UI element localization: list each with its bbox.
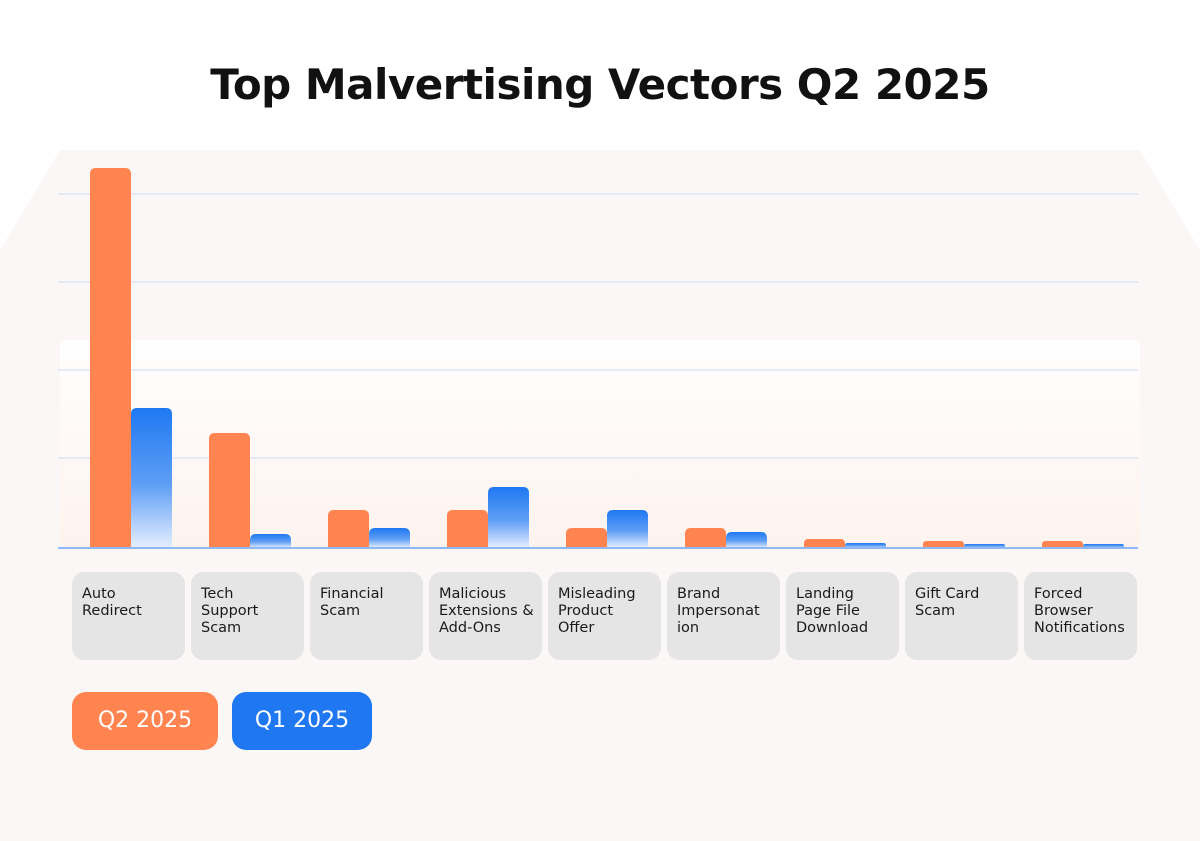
bar-q2-7 bbox=[804, 539, 845, 548]
bar-q2-8 bbox=[923, 541, 964, 548]
bar-q1-3 bbox=[369, 528, 410, 548]
bar-q2-2 bbox=[209, 433, 250, 548]
bar-q1-5 bbox=[607, 510, 648, 548]
bar-q1-7 bbox=[845, 543, 886, 548]
legend-q2-2025[interactable]: Q2 2025 bbox=[72, 692, 218, 750]
category-label-8: Gift Card Scam bbox=[905, 572, 1018, 660]
bar-q1-2 bbox=[250, 534, 291, 548]
bar-q2-5 bbox=[566, 528, 607, 548]
category-label-6: Brand Impersonat ion bbox=[667, 572, 780, 660]
category-label-9: Forced Browser Notifications bbox=[1024, 572, 1137, 660]
bar-q2-6 bbox=[685, 528, 726, 548]
category-label-4: Malicious Extensions & Add-Ons bbox=[429, 572, 542, 660]
chart-title: Top Malvertising Vectors Q2 2025 bbox=[210, 60, 990, 109]
legend-q1-2025[interactable]: Q1 2025 bbox=[232, 692, 372, 750]
category-label-5: Misleading Product Offer bbox=[548, 572, 661, 660]
bar-q1-1 bbox=[131, 408, 172, 548]
bar-q2-4 bbox=[447, 510, 488, 548]
category-label-7: Landing Page File Download bbox=[786, 572, 899, 660]
bar-q2-3 bbox=[328, 510, 369, 548]
category-label-2: Tech Support Scam bbox=[191, 572, 304, 660]
bar-q2-1 bbox=[90, 168, 131, 548]
bar-q1-4 bbox=[488, 487, 529, 548]
bar-q2-9 bbox=[1042, 541, 1083, 548]
bar-q1-6 bbox=[726, 532, 767, 548]
category-label-3: Financial Scam bbox=[310, 572, 423, 660]
category-label-1: Auto Redirect bbox=[72, 572, 185, 660]
